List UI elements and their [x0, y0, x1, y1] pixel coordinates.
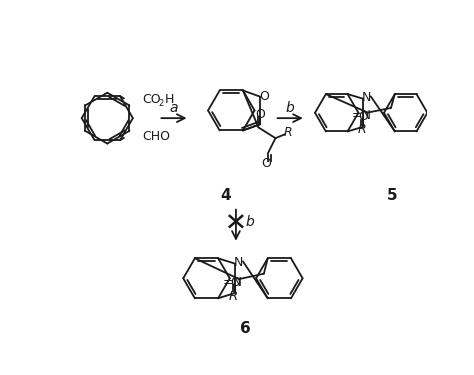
Text: N: N — [362, 92, 371, 105]
Text: O: O — [358, 110, 368, 123]
Text: O: O — [261, 157, 271, 170]
Text: R: R — [283, 126, 292, 138]
Text: b: b — [246, 215, 254, 229]
Text: N: N — [234, 256, 243, 269]
Text: a: a — [170, 101, 178, 115]
Text: O: O — [255, 108, 265, 121]
Text: H: H — [164, 93, 173, 106]
Text: 5: 5 — [387, 188, 398, 202]
Text: R: R — [228, 290, 237, 303]
Text: 4: 4 — [220, 188, 231, 202]
Text: O: O — [230, 276, 240, 289]
Text: =N: =N — [352, 109, 372, 122]
Text: O: O — [259, 90, 269, 103]
Text: 6: 6 — [240, 321, 251, 336]
Text: R: R — [357, 123, 366, 136]
Text: CO: CO — [142, 93, 160, 106]
Text: CHO: CHO — [142, 130, 170, 143]
Text: 2: 2 — [159, 99, 164, 108]
Text: =N: =N — [223, 276, 243, 289]
Text: b: b — [286, 101, 294, 115]
